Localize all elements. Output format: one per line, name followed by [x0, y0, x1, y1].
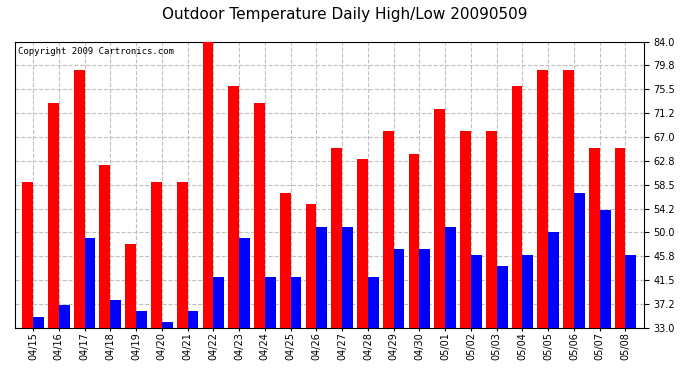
Bar	[48, 103, 59, 328]
Bar	[162, 322, 172, 328]
Bar	[549, 232, 559, 328]
Bar	[615, 148, 626, 328]
Bar	[471, 255, 482, 328]
Bar	[408, 154, 420, 328]
Bar	[600, 210, 611, 328]
Bar	[368, 277, 379, 328]
Bar	[85, 238, 95, 328]
Bar	[512, 86, 522, 328]
Bar	[74, 70, 85, 328]
Bar	[497, 266, 508, 328]
Text: Copyright 2009 Cartronics.com: Copyright 2009 Cartronics.com	[18, 47, 174, 56]
Bar	[538, 70, 549, 328]
Bar	[574, 193, 585, 328]
Bar	[420, 249, 431, 328]
Bar	[383, 131, 394, 328]
Bar	[589, 148, 600, 328]
Bar	[136, 311, 147, 328]
Bar	[203, 42, 213, 328]
Bar	[33, 316, 44, 328]
Bar	[435, 109, 445, 328]
Bar	[188, 311, 199, 328]
Bar	[357, 159, 368, 328]
Bar	[306, 204, 317, 328]
Bar	[254, 103, 265, 328]
Bar	[228, 86, 239, 328]
Text: Outdoor Temperature Daily High/Low 20090509: Outdoor Temperature Daily High/Low 20090…	[162, 8, 528, 22]
Bar	[22, 182, 33, 328]
Bar	[99, 165, 110, 328]
Bar	[394, 249, 404, 328]
Bar	[342, 227, 353, 328]
Bar	[213, 277, 224, 328]
Bar	[445, 227, 456, 328]
Bar	[177, 182, 188, 328]
Bar	[290, 277, 302, 328]
Bar	[522, 255, 533, 328]
Bar	[126, 244, 136, 328]
Bar	[626, 255, 636, 328]
Bar	[151, 182, 162, 328]
Bar	[239, 238, 250, 328]
Bar	[331, 148, 342, 328]
Bar	[317, 227, 327, 328]
Bar	[280, 193, 290, 328]
Bar	[486, 131, 497, 328]
Bar	[110, 300, 121, 328]
Bar	[59, 305, 70, 328]
Bar	[460, 131, 471, 328]
Bar	[563, 70, 574, 328]
Bar	[265, 277, 276, 328]
